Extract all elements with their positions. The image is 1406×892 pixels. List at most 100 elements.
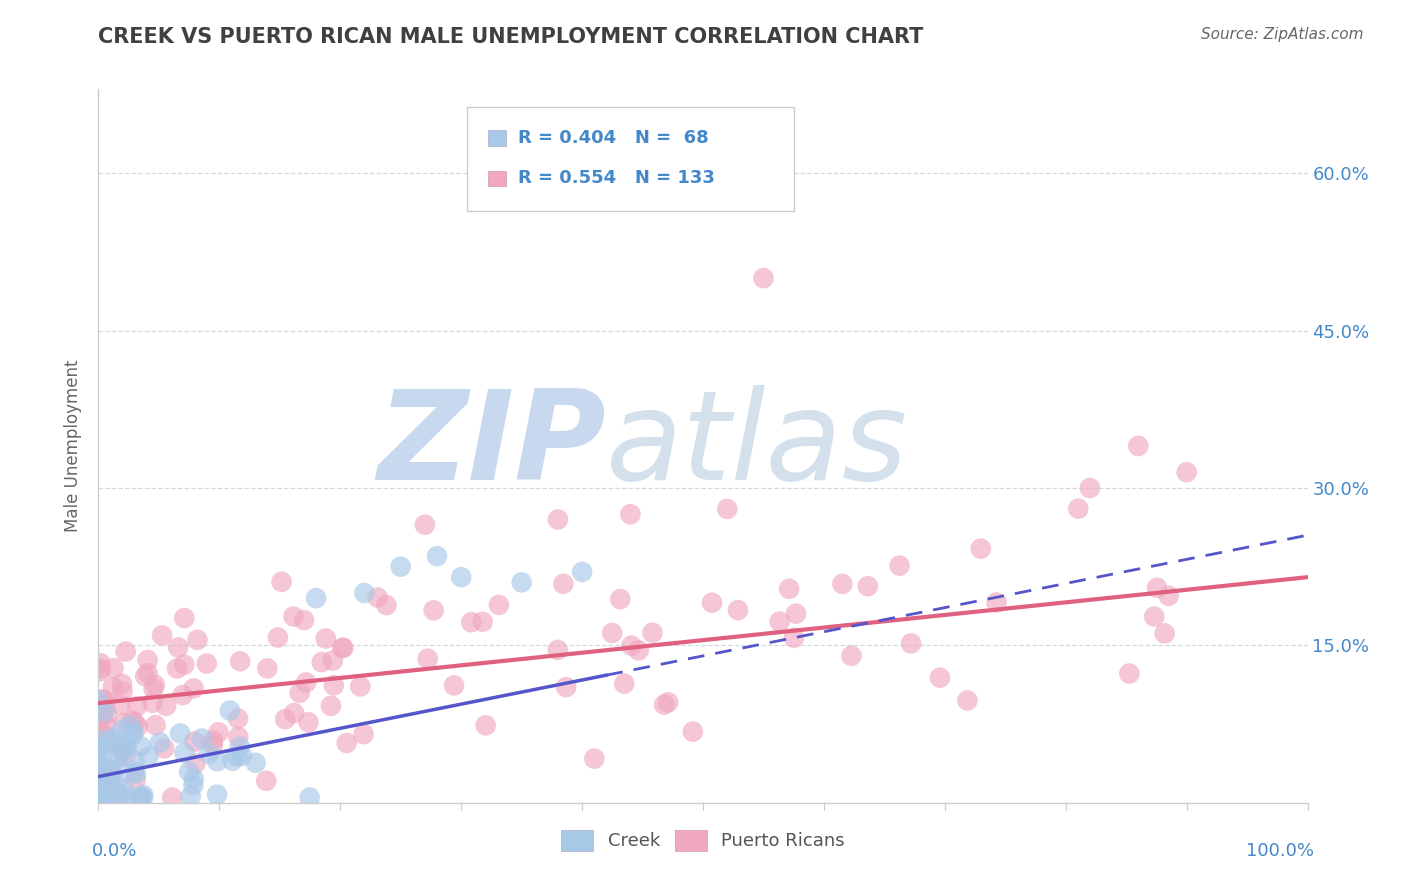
Point	[98, 763, 121, 777]
Point	[101, 768, 124, 782]
Point	[778, 582, 800, 596]
Point	[1146, 581, 1168, 595]
Point	[202, 733, 225, 747]
Point	[166, 661, 188, 675]
Point	[295, 675, 318, 690]
Point	[122, 764, 145, 779]
Point	[98, 773, 121, 788]
Point	[114, 739, 136, 753]
Point	[1153, 626, 1175, 640]
Point	[422, 603, 444, 617]
Point	[190, 731, 212, 746]
Text: ZIP: ZIP	[378, 385, 606, 507]
Point	[1067, 501, 1090, 516]
Point	[143, 677, 166, 691]
Point	[87, 758, 110, 772]
Point	[142, 681, 165, 696]
Point	[111, 677, 134, 691]
Point	[128, 790, 150, 805]
Point	[336, 736, 359, 750]
Point	[89, 772, 111, 787]
Point	[322, 678, 344, 692]
Point	[90, 661, 112, 675]
FancyBboxPatch shape	[488, 130, 506, 145]
Point	[205, 788, 228, 802]
Point	[121, 790, 143, 805]
Point	[231, 749, 253, 764]
Point	[986, 595, 1008, 609]
FancyBboxPatch shape	[467, 107, 793, 211]
Point	[127, 720, 149, 734]
Point	[367, 591, 389, 605]
Point	[186, 632, 208, 647]
Point	[89, 728, 111, 742]
Point	[583, 751, 606, 765]
Point	[297, 715, 319, 730]
Point	[270, 574, 292, 589]
Point	[138, 749, 160, 764]
Point	[226, 730, 249, 744]
Point	[108, 787, 131, 801]
Point	[93, 705, 115, 719]
Point	[121, 728, 143, 742]
Point	[121, 714, 143, 728]
Point	[652, 698, 675, 712]
Point	[970, 541, 993, 556]
Point	[89, 665, 111, 679]
Point	[122, 725, 145, 739]
Point	[450, 570, 472, 584]
Point	[353, 586, 375, 600]
Point	[207, 725, 229, 739]
Point	[555, 680, 578, 694]
Point	[87, 741, 110, 756]
Point	[627, 643, 650, 657]
Point	[110, 698, 132, 712]
FancyBboxPatch shape	[488, 170, 506, 186]
Point	[149, 735, 172, 749]
Point	[112, 715, 135, 730]
Point	[488, 598, 510, 612]
Point	[229, 654, 252, 668]
Point	[132, 788, 155, 802]
Point	[145, 718, 167, 732]
Point	[226, 712, 249, 726]
Point	[114, 644, 136, 658]
Point	[620, 639, 643, 653]
Point	[93, 727, 115, 741]
Point	[172, 688, 194, 702]
Point	[783, 631, 806, 645]
Point	[91, 745, 114, 759]
Point	[641, 625, 664, 640]
Y-axis label: Male Unemployment: Male Unemployment	[65, 359, 83, 533]
Point	[124, 715, 146, 730]
Point	[107, 738, 129, 752]
Point	[727, 603, 749, 617]
Point	[305, 591, 328, 606]
Point	[245, 756, 267, 770]
Point	[132, 790, 155, 805]
Point	[195, 657, 218, 671]
Point	[94, 761, 117, 775]
Point	[87, 758, 110, 772]
Point	[553, 577, 575, 591]
Point	[716, 502, 738, 516]
Point	[108, 790, 131, 805]
Point	[125, 767, 148, 781]
Point	[228, 739, 250, 754]
Point	[127, 699, 149, 714]
Point	[155, 698, 177, 713]
Point	[353, 727, 375, 741]
Point	[201, 738, 224, 752]
Point	[115, 739, 138, 754]
Point	[87, 694, 110, 708]
Point	[136, 653, 159, 667]
Text: 0.0%: 0.0%	[93, 842, 138, 860]
Point	[103, 661, 125, 675]
Point	[283, 706, 305, 720]
Point	[311, 655, 333, 669]
Point	[619, 507, 641, 521]
Point	[150, 628, 173, 642]
Point	[322, 653, 344, 667]
Point	[413, 517, 436, 532]
Point	[349, 680, 371, 694]
